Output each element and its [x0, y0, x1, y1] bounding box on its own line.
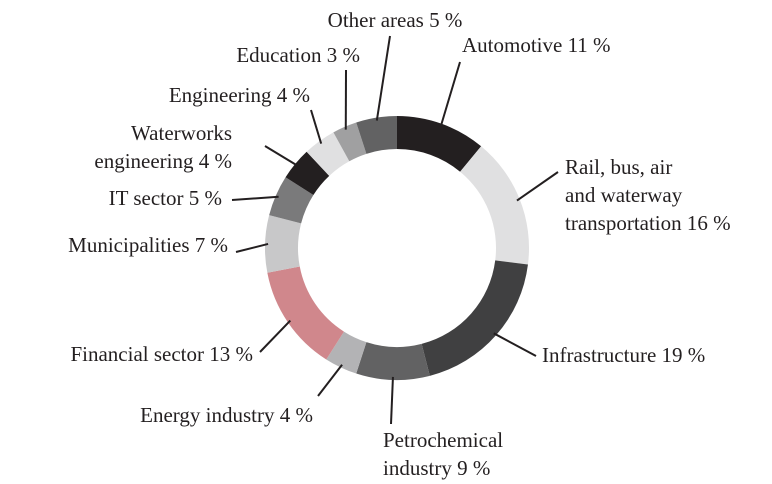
leader-line [516, 171, 559, 202]
donut-segment [285, 151, 330, 195]
leader-line [390, 376, 394, 425]
donut-segment [356, 342, 430, 380]
value-label: 19 % [661, 343, 706, 367]
leader-line [375, 35, 391, 121]
leader-line [259, 319, 292, 353]
segment-label: Financial sector 13 % [70, 340, 253, 368]
donut-segment [356, 116, 397, 154]
category-name: Other areas [327, 8, 424, 32]
segment-label: Energy industry 4 % [140, 401, 313, 429]
segment-label: Engineering 4 % [169, 81, 310, 109]
value-label: 5 % [429, 8, 463, 32]
segment-label: Rail, bus, air and waterway transportati… [565, 153, 731, 237]
value-label: 4 % [276, 83, 310, 107]
value-label: 13 % [209, 342, 253, 366]
value-label: 3 % [326, 43, 360, 67]
segment-label: IT sector 5 % [109, 184, 222, 212]
leader-line [310, 109, 323, 144]
segment-label: Other areas 5 % [328, 6, 463, 34]
segment-label: Education 3 % [236, 41, 360, 69]
category-name: Engineering [168, 83, 272, 107]
category-name: Petrochemical industry [383, 428, 504, 480]
value-label: 5 % [188, 186, 222, 210]
value-label: 11 % [567, 33, 611, 57]
segment-label: Waterworks engineering 4 % [57, 119, 232, 175]
leader-line [317, 364, 343, 397]
category-name: Automotive [462, 33, 563, 57]
segment-label: Automotive 11 % [462, 31, 611, 59]
leader-line [264, 145, 299, 167]
donut-segment [269, 177, 314, 224]
donut-segment [267, 266, 344, 360]
category-name: Infrastructure [542, 343, 657, 367]
segment-label: Infrastructure 19 % [542, 341, 705, 369]
category-name: Waterworks engineering [94, 121, 232, 173]
leader-line [439, 61, 461, 127]
leader-line [231, 195, 279, 201]
category-name: Rail, bus, air and waterway transportati… [565, 155, 683, 235]
category-name: Education [236, 43, 322, 67]
segment-label: Petrochemical industry 9 % [383, 426, 553, 482]
value-label: 4 % [198, 149, 232, 173]
category-name: IT sector [108, 186, 184, 210]
donut-segment [306, 132, 350, 176]
donut-segment [265, 215, 302, 273]
value-label: 9 % [457, 456, 491, 480]
value-label: 4 % [279, 403, 313, 427]
donut-segment [397, 116, 482, 172]
donut-segment [460, 146, 529, 265]
category-name: Financial sector [70, 342, 204, 366]
value-label: 16 % [686, 211, 731, 235]
leader-line [235, 242, 269, 253]
donut-segment [326, 331, 367, 374]
segment-label: Municipalities 7 % [68, 231, 228, 259]
donut-segment [333, 122, 367, 162]
category-name: Energy industry [140, 403, 275, 427]
category-name: Municipalities [68, 233, 190, 257]
value-label: 7 % [194, 233, 228, 257]
leader-line [493, 332, 537, 357]
donut-segment [421, 260, 528, 376]
